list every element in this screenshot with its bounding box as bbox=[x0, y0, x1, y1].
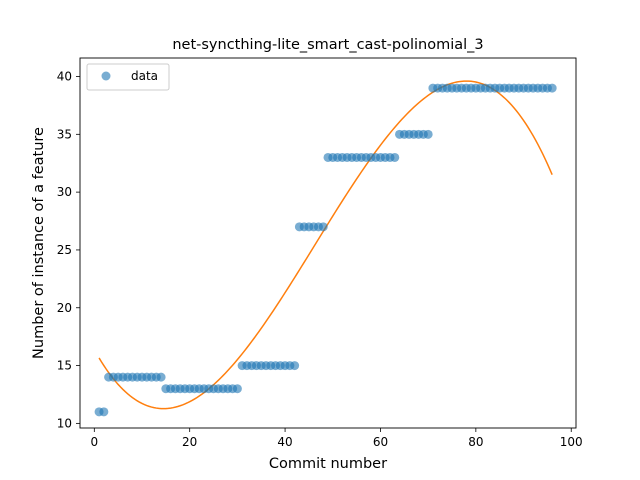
chart-title: net-syncthing-lite_smart_cast-polinomial… bbox=[172, 37, 483, 53]
x-tick-label: 40 bbox=[277, 435, 292, 449]
y-tick-label: 10 bbox=[57, 416, 72, 430]
data-point bbox=[99, 407, 109, 417]
y-axis-ticks: 10 15 20 25 30 35 40 bbox=[57, 70, 80, 430]
data-point bbox=[318, 222, 328, 232]
data-point bbox=[290, 361, 300, 371]
x-tick-label: 100 bbox=[560, 435, 583, 449]
legend: data bbox=[86, 63, 170, 91]
y-axis-label: Number of instance of a feature bbox=[31, 127, 47, 359]
x-tick-label: 60 bbox=[373, 435, 388, 449]
points-layer bbox=[94, 83, 557, 417]
x-tick-label: 0 bbox=[90, 435, 98, 449]
data-point bbox=[547, 83, 557, 93]
data-point bbox=[390, 152, 400, 162]
axes-frame bbox=[79, 57, 577, 429]
legend-marker-data bbox=[101, 71, 111, 81]
x-tick-label: 80 bbox=[468, 435, 483, 449]
y-tick-label: 25 bbox=[57, 243, 72, 257]
y-tick-label: 20 bbox=[57, 301, 72, 315]
legend-box bbox=[86, 63, 170, 91]
y-tick-label: 35 bbox=[57, 127, 72, 141]
data-point bbox=[156, 372, 166, 382]
legend-label-data: data bbox=[131, 69, 158, 83]
y-tick-label: 40 bbox=[57, 70, 72, 84]
data-point bbox=[423, 129, 433, 139]
x-tick-label: 20 bbox=[182, 435, 197, 449]
y-tick-label: 30 bbox=[57, 185, 72, 199]
y-tick-label: 15 bbox=[57, 359, 72, 373]
plot-area bbox=[80, 58, 576, 428]
data-point bbox=[232, 384, 242, 394]
x-axis-ticks: 0 20 40 60 80 100 bbox=[90, 428, 583, 449]
axes-background bbox=[80, 58, 576, 428]
x-axis-label: Commit number bbox=[269, 456, 387, 472]
